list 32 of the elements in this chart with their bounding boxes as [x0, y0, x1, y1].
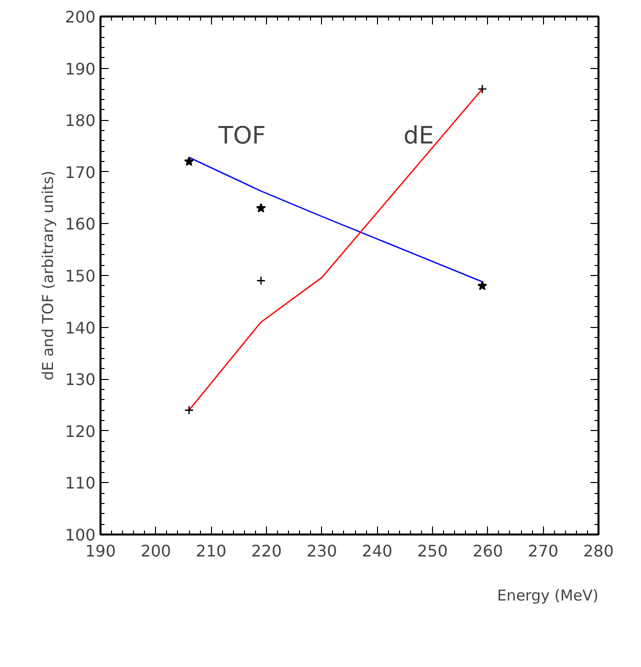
- point: [478, 84, 487, 94]
- y-tick-label: 180: [64, 111, 96, 130]
- y-tick-label: 110: [64, 474, 96, 493]
- y-axis-title: dE and TOF (arbitrary units): [38, 170, 57, 380]
- line-series: [188, 88, 483, 411]
- x-tick-label: 250: [417, 542, 448, 560]
- x-axis-title: Energy (MeV): [497, 586, 599, 604]
- x-tick-label: 260: [472, 542, 504, 560]
- x-tick-label: 230: [306, 542, 338, 560]
- x-tick-label: 190: [85, 542, 116, 560]
- x-tick-label: 200: [140, 542, 172, 560]
- point: [184, 406, 194, 415]
- y-tick-label: 150: [64, 266, 96, 286]
- y-tick-label: 170: [64, 162, 96, 182]
- point: [256, 276, 266, 286]
- annotation: dE: [404, 122, 434, 150]
- x-tick-label: 220: [251, 542, 282, 560]
- point: [477, 280, 488, 290]
- y-tick-label: 160: [64, 214, 96, 234]
- y-tick-label: 200: [64, 8, 96, 26]
- x-tick-label: 280: [583, 542, 614, 560]
- y-tick-label: 190: [64, 59, 96, 78]
- y-tick-label: 100: [64, 526, 96, 544]
- x-tick-label: 240: [362, 542, 392, 560]
- point: [184, 156, 194, 166]
- annotation: TOF: [218, 122, 266, 150]
- y-tick-label: 120: [64, 422, 96, 441]
- x-tick-label: 270: [528, 542, 558, 560]
- y-tick-label: 130: [64, 370, 96, 390]
- y-tick-label: 140: [64, 318, 96, 338]
- point: [256, 203, 266, 212]
- x-tick-label: 210: [196, 542, 226, 560]
